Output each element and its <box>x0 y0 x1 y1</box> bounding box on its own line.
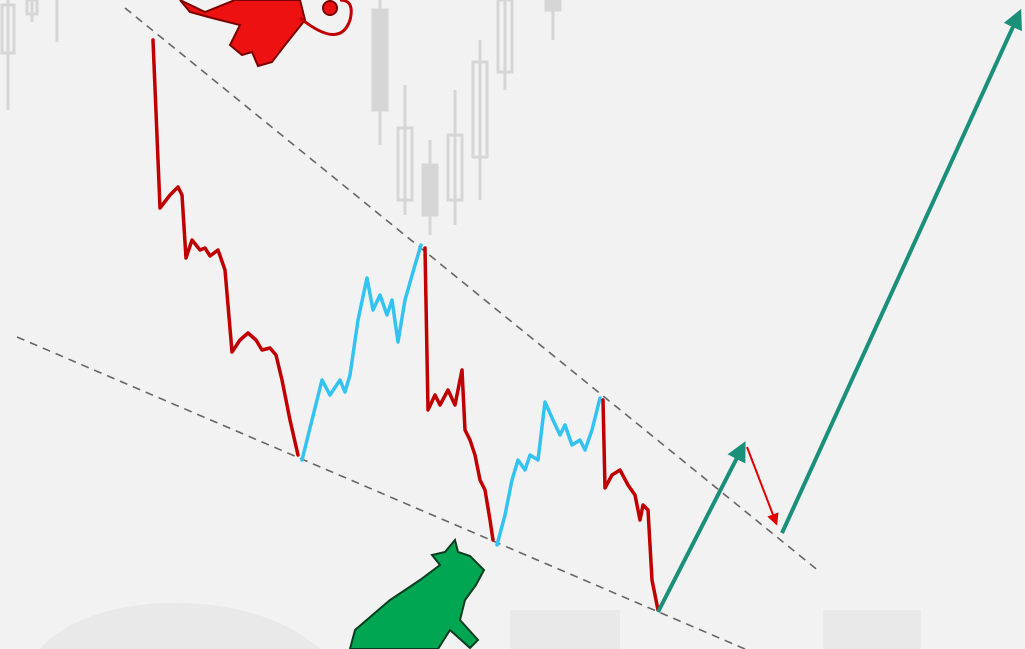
bear-tail <box>299 0 353 36</box>
candle <box>421 163 439 217</box>
watermark-shape <box>823 610 921 649</box>
bull-icon <box>348 537 486 649</box>
candle <box>446 133 464 202</box>
down-leg <box>423 246 495 542</box>
candle <box>25 0 39 16</box>
lower-trendline <box>16 336 746 649</box>
candle <box>396 126 414 202</box>
candle <box>371 8 389 112</box>
candlesticks <box>0 0 562 235</box>
down-leg <box>151 38 300 457</box>
upper-trendline <box>124 7 821 573</box>
breakout-arrow <box>656 441 746 613</box>
bear-head <box>322 0 338 16</box>
down-leg <box>601 398 660 612</box>
bear-icon <box>179 0 353 68</box>
candle <box>471 60 489 159</box>
bull-body <box>348 537 486 649</box>
watermark-shape <box>40 602 320 649</box>
target-arrow <box>780 8 1022 534</box>
up-leg <box>300 243 423 462</box>
candle <box>496 0 514 74</box>
watermark <box>40 602 921 649</box>
candle <box>0 3 16 55</box>
watermark-shape <box>510 610 620 649</box>
bear-body <box>179 0 307 68</box>
price-path <box>151 38 660 612</box>
up-leg <box>495 396 602 547</box>
retest-arrow <box>746 446 779 526</box>
candle <box>544 0 562 12</box>
